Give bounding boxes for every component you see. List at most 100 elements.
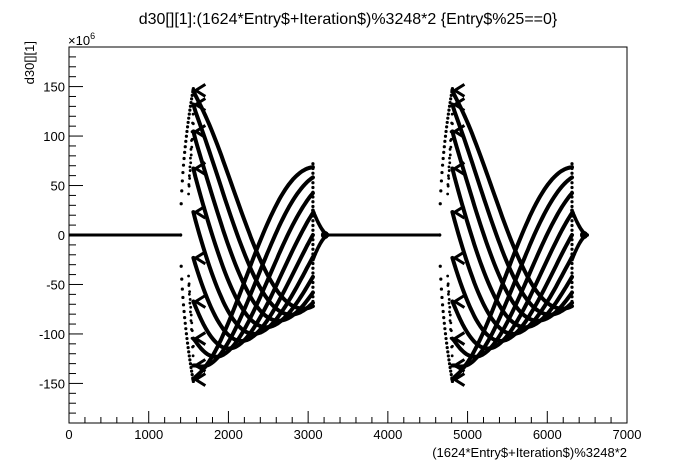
- end-edge-point: [311, 233, 315, 237]
- end-edge-point: [311, 223, 315, 228]
- curve-start-marker: [192, 372, 207, 387]
- ramp-point: [447, 358, 451, 362]
- y-tick-label: -100: [39, 327, 65, 342]
- ramp-point: [448, 305, 452, 309]
- ramp-point: [184, 139, 188, 143]
- ramp-point: [447, 362, 452, 366]
- y-axis-ticks: -150 -100 -50 0 50 100 150: [39, 56, 83, 414]
- ramp-point: [442, 150, 446, 154]
- ramp-point: [442, 145, 446, 149]
- y-axis-label: d30[][1]: [22, 41, 37, 84]
- ramp-point: [189, 161, 193, 165]
- ramp-point: [443, 134, 448, 138]
- end-edge-point: [570, 166, 574, 171]
- tail-point: [320, 231, 329, 239]
- series-curve: [450, 211, 574, 351]
- end-edge-point: [570, 304, 574, 308]
- y-tick-label: 150: [43, 80, 65, 95]
- ramp-point: [445, 341, 449, 345]
- series-curve: [450, 175, 574, 369]
- ramp-point: [447, 301, 451, 305]
- ramp-point: [191, 344, 195, 348]
- end-edge-point: [570, 247, 574, 251]
- x-tick-label: 3000: [294, 427, 323, 442]
- ramp-point: [190, 137, 194, 141]
- ramp-point: [447, 298, 451, 301]
- curve-start-marker: [192, 83, 207, 98]
- end-edge-point: [311, 299, 315, 304]
- ramp-point: [185, 341, 190, 345]
- end-edge-point: [311, 176, 315, 180]
- ramp-point: [188, 169, 192, 172]
- series-curve: [191, 129, 315, 323]
- ramp-point: [447, 176, 451, 180]
- ramp-point: [188, 290, 192, 294]
- ramp-point: [181, 295, 185, 300]
- ramp-point: [451, 122, 454, 126]
- ramp-point: [180, 189, 184, 193]
- ramp-point: [449, 97, 453, 101]
- curve-start-marker: [451, 124, 466, 139]
- end-edge-point: [311, 261, 315, 266]
- end-edge-point: [311, 185, 315, 190]
- end-edge-point: [570, 219, 574, 223]
- curve-start-marker: [451, 372, 466, 387]
- end-edge-point: [311, 190, 315, 194]
- ramp-point: [189, 147, 193, 151]
- end-edge-point: [311, 238, 315, 242]
- ramp-point: [187, 116, 191, 120]
- ramp-point: [187, 282, 191, 286]
- series-curve: [191, 211, 315, 351]
- end-edge-point: [311, 171, 315, 175]
- end-edge-point: [570, 242, 574, 247]
- ramp-point: [180, 277, 184, 281]
- end-edge-point: [311, 242, 315, 247]
- ramp-point: [442, 316, 446, 320]
- ramp-point: [448, 161, 452, 165]
- ramp-point: [189, 156, 192, 160]
- ramp-point: [450, 112, 454, 116]
- end-edge-point: [570, 238, 574, 242]
- ramp-point: [179, 264, 183, 268]
- ramp-point: [444, 129, 448, 134]
- ramp-point: [182, 309, 186, 314]
- ramp-point: [187, 350, 191, 354]
- ramp-point: [440, 295, 444, 300]
- ramp-point: [188, 176, 192, 180]
- end-edge-point: [570, 290, 574, 294]
- ramp-point: [182, 156, 186, 161]
- ramp-point: [190, 321, 194, 325]
- ramp-point: [189, 313, 193, 317]
- x-tick-label: 0: [65, 427, 72, 442]
- curve-start-marker: [451, 331, 466, 346]
- ramp-point: [441, 309, 445, 314]
- x-axis-label: (1624*Entry$+Iteration$)%3248*2: [432, 445, 627, 460]
- ramp-point: [187, 174, 191, 178]
- ramp-point: [188, 108, 192, 112]
- end-edge-point: [311, 181, 315, 185]
- series-curve: [450, 233, 574, 343]
- y-exponent-base: ×10: [68, 33, 90, 48]
- ramp-point: [189, 305, 193, 309]
- end-edge-point: [311, 285, 315, 289]
- end-edge-point: [311, 219, 315, 223]
- ramp-point: [446, 354, 450, 358]
- ramp-point: [449, 329, 453, 333]
- ramp-point: [440, 170, 444, 175]
- ramp-point: [185, 336, 189, 341]
- end-edge-point: [570, 181, 574, 185]
- y-tick-label: 100: [43, 129, 65, 144]
- x-tick-label: 2000: [214, 427, 243, 442]
- data-marks: [69, 83, 589, 387]
- curve-start-marker: [192, 204, 207, 220]
- ramp-point: [446, 282, 450, 286]
- ramp-point: [187, 354, 191, 358]
- ramp-point: [438, 202, 442, 206]
- ramp-point: [440, 303, 445, 307]
- end-edge-point: [570, 162, 574, 166]
- ramp-point: [190, 373, 194, 377]
- ramp-point: [449, 321, 453, 325]
- ramp-point: [442, 321, 446, 325]
- curve-start-marker: [192, 97, 207, 112]
- chart-title: d30[][1]:(1624*Entry$+Iteration$)%3248*2…: [139, 11, 558, 28]
